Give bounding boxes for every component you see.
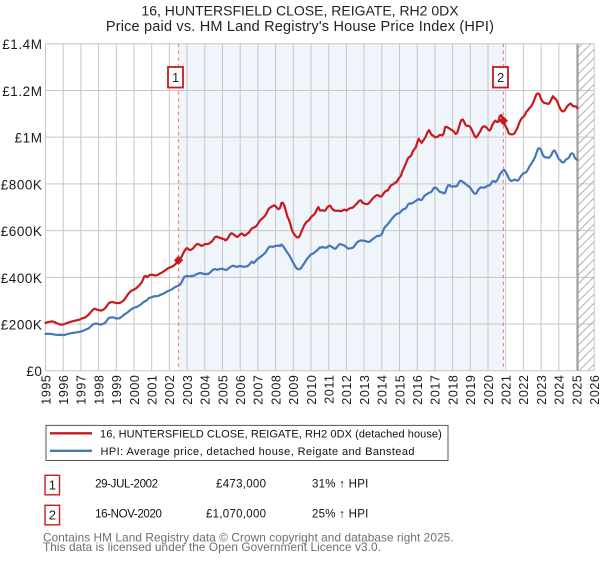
svg-text:£1M: £1M [15,131,43,146]
svg-text:£1.2M: £1.2M [2,84,42,99]
svg-text:£0: £0 [26,364,42,379]
svg-text:£473,000: £473,000 [216,478,266,490]
svg-text:£1,070,000: £1,070,000 [206,508,266,520]
svg-text:2022: 2022 [517,375,531,405]
svg-text:2014: 2014 [376,375,390,405]
svg-text:2024: 2024 [553,375,567,405]
svg-text:2019: 2019 [464,375,478,405]
svg-text:2: 2 [497,70,504,85]
svg-text:2: 2 [49,508,56,523]
svg-text:1: 1 [172,70,179,85]
svg-text:25% ↑ HPI: 25% ↑ HPI [312,508,369,520]
svg-text:2023: 2023 [535,375,549,405]
svg-text:2009: 2009 [287,375,301,405]
svg-text:Contains HM Land Registry data: Contains HM Land Registry data © Crown c… [43,530,454,544]
svg-text:2008: 2008 [269,375,283,405]
svg-text:2010: 2010 [305,375,319,405]
svg-text:2006: 2006 [234,375,248,405]
svg-text:1995: 1995 [39,375,53,405]
svg-text:£600K: £600K [1,224,43,239]
svg-text:16, HUNTERSFIELD CLOSE, REIGAT: 16, HUNTERSFIELD CLOSE, REIGATE, RH2 0DX [141,3,459,19]
svg-text:1997: 1997 [75,375,89,405]
svg-text:2021: 2021 [500,375,514,405]
svg-text:2002: 2002 [163,375,177,405]
svg-text:2007: 2007 [252,375,266,405]
svg-text:2020: 2020 [482,375,496,405]
svg-text:16-NOV-2020: 16-NOV-2020 [95,508,161,520]
svg-text:£400K: £400K [1,271,43,286]
svg-text:29-JUL-2002: 29-JUL-2002 [95,478,158,490]
svg-text:HPI: Average price, detached h: HPI: Average price, detached house, Reig… [101,446,415,458]
svg-text:2018: 2018 [446,375,460,405]
svg-text:1996: 1996 [57,375,71,405]
svg-text:2001: 2001 [146,375,160,405]
svg-text:1998: 1998 [92,375,106,405]
svg-text:Price paid vs. HM Land Registr: Price paid vs. HM Land Registry's House … [106,19,494,35]
svg-text:1999: 1999 [110,375,124,405]
svg-text:£800K: £800K [1,177,43,192]
svg-text:£1.4M: £1.4M [2,37,42,52]
svg-text:2005: 2005 [216,375,230,405]
svg-text:2017: 2017 [429,375,443,405]
svg-text:£200K: £200K [1,318,43,333]
svg-text:2015: 2015 [393,375,407,405]
svg-text:31% ↑ HPI: 31% ↑ HPI [312,478,369,490]
svg-text:2004: 2004 [199,375,213,405]
svg-text:2026: 2026 [588,375,600,405]
svg-text:16, HUNTERSFIELD CLOSE, REIGAT: 16, HUNTERSFIELD CLOSE, REIGATE, RH2 0DX… [100,429,442,441]
svg-text:2000: 2000 [128,375,142,405]
svg-text:2016: 2016 [411,375,425,405]
svg-text:2011: 2011 [323,375,337,404]
svg-text:2013: 2013 [358,375,372,405]
svg-text:2025: 2025 [570,375,584,405]
svg-text:2012: 2012 [340,375,354,405]
svg-text:1: 1 [49,478,56,493]
svg-text:2003: 2003 [181,375,195,405]
svg-text:This data is licensed under th: This data is licensed under the Open Gov… [43,540,381,554]
